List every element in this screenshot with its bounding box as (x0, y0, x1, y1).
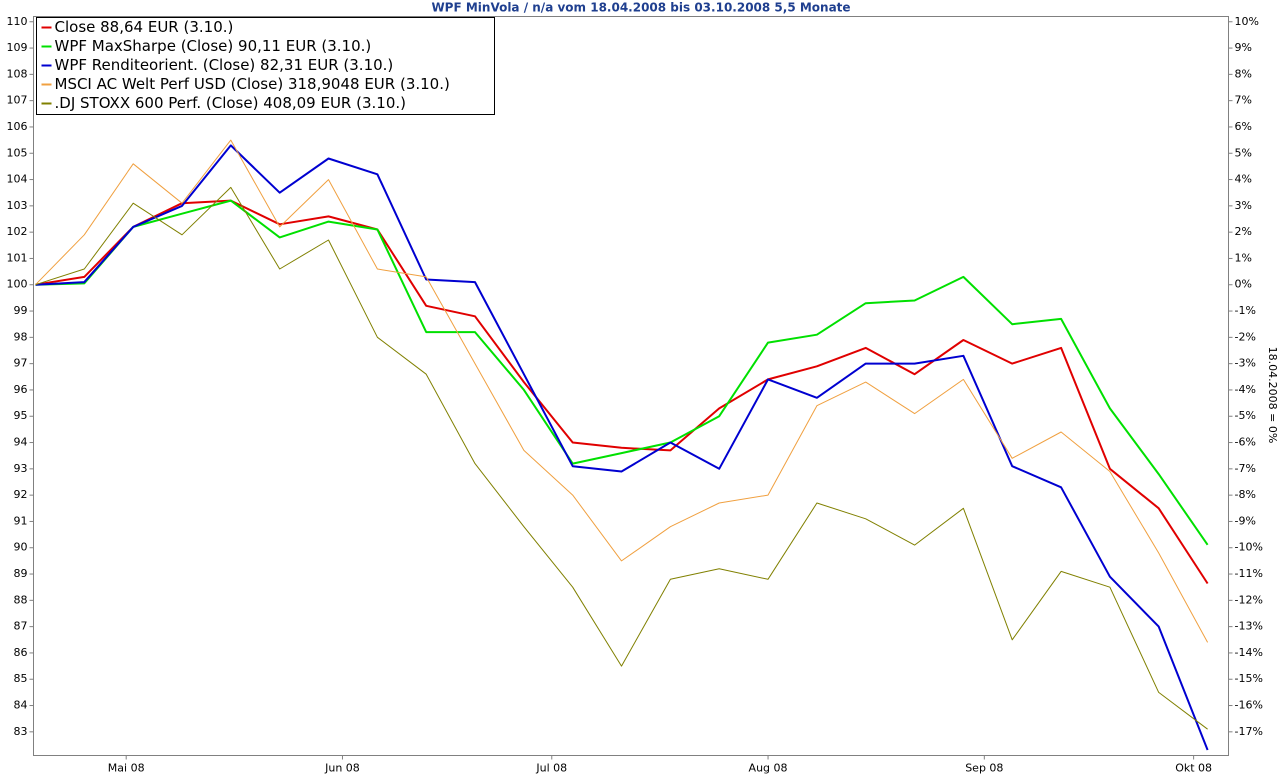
y2-tick-label: 0% (1235, 278, 1252, 291)
y-tick-label: 90 (14, 541, 28, 554)
y-tick-label: 105 (7, 146, 28, 159)
y2-tick-label: 4% (1235, 173, 1252, 186)
y-tick-label: 102 (7, 225, 28, 238)
y-tick-label: 100 (7, 278, 28, 291)
x-tick-label: Mai 08 (108, 762, 145, 775)
y2-tick-label: 7% (1235, 94, 1252, 107)
y-tick-label: 110 (7, 15, 28, 28)
y2-tick-label: -15% (1235, 672, 1263, 685)
x-tick-label: Okt 08 (1175, 762, 1212, 775)
legend-box (36, 17, 495, 115)
y2-tick-label: 6% (1235, 120, 1252, 133)
y2-tick-label: -10% (1235, 541, 1263, 554)
y-tick-label: 97 (14, 357, 28, 370)
x-tick-label: Sep 08 (965, 762, 1003, 775)
y-tick-label: 106 (7, 120, 28, 133)
y2-tick-label: -13% (1235, 620, 1263, 633)
y2-tick-label: -16% (1235, 699, 1263, 712)
y2-tick-label: -1% (1235, 304, 1256, 317)
y2-tick-label: -12% (1235, 593, 1263, 606)
legend-label: WPF Renditeorient. (Close) 82,31 EUR (3.… (55, 56, 394, 74)
y-tick-label: 91 (14, 514, 28, 527)
series-line (35, 186, 1208, 730)
y-tick-label: 98 (14, 330, 28, 343)
x-tick-label: Aug 08 (749, 762, 788, 775)
y2-axis-label: 18.04.2008 = 0% (1266, 347, 1279, 444)
y-tick-label: 84 (14, 699, 28, 712)
y2-tick-label: 2% (1235, 225, 1252, 238)
y2-tick-label: 5% (1235, 146, 1252, 159)
y2-tick-label: -3% (1235, 357, 1256, 370)
y2-tick-label: -2% (1235, 330, 1256, 343)
y-tick-label: 89 (14, 567, 28, 580)
legend: Close 88,64 EUR (3.10.)WPF MaxSharpe (Cl… (36, 17, 495, 115)
y-tick-label: 107 (7, 94, 28, 107)
y2-tick-label: 9% (1235, 41, 1252, 54)
y-tick-label: 109 (7, 41, 28, 54)
y2-tick-label: 1% (1235, 251, 1252, 264)
y-tick-label: 104 (7, 173, 28, 186)
y-tick-label: 88 (14, 593, 28, 606)
series-line (35, 199, 1209, 546)
y-tick-label: 83 (14, 725, 28, 738)
y2-tick-label: -4% (1235, 383, 1256, 396)
y2-tick-label: -5% (1235, 409, 1256, 422)
y2-tick-label: 8% (1235, 67, 1252, 80)
y-tick-label: 108 (7, 67, 28, 80)
y2-tick-label: 3% (1235, 199, 1252, 212)
y-tick-label: 93 (14, 462, 28, 475)
legend-label: WPF MaxSharpe (Close) 90,11 EUR (3.10.) (55, 37, 372, 55)
y-tick-label: 99 (14, 304, 28, 317)
y-tick-label: 94 (14, 436, 28, 449)
y-tick-label: 103 (7, 199, 28, 212)
y-tick-label: 101 (7, 251, 28, 264)
y2-tick-label: -11% (1235, 567, 1263, 580)
x-tick-label: Jul 08 (535, 762, 567, 775)
y2-tick-label: -7% (1235, 462, 1256, 475)
y-tick-label: 92 (14, 488, 28, 501)
legend-label: .DJ STOXX 600 Perf. (Close) 408,09 EUR (… (55, 94, 407, 112)
series-line (35, 144, 1209, 751)
y-tick-label: 86 (14, 646, 28, 659)
y-tick-label: 85 (14, 672, 28, 685)
y2-tick-label: -17% (1235, 725, 1263, 738)
y2-tick-label: -6% (1235, 436, 1256, 449)
y2-tick-label: 10% (1235, 15, 1259, 28)
y-tick-label: 96 (14, 383, 28, 396)
y2-tick-label: -8% (1235, 488, 1256, 501)
y2-tick-label: -9% (1235, 514, 1256, 527)
legend-label: MSCI AC Welt Perf USD (Close) 318,9048 E… (55, 75, 450, 93)
plot-area (33, 16, 1229, 756)
x-tick-label: Jun 08 (324, 762, 360, 775)
y2-tick-label: -14% (1235, 646, 1263, 659)
series-line (35, 139, 1209, 643)
y-tick-label: 95 (14, 409, 28, 422)
chart-title: WPF MinVola / n/a vom 18.04.2008 bis 03.… (431, 1, 850, 15)
y-tick-label: 87 (14, 620, 28, 633)
legend-label: Close 88,64 EUR (3.10.) (55, 18, 234, 36)
